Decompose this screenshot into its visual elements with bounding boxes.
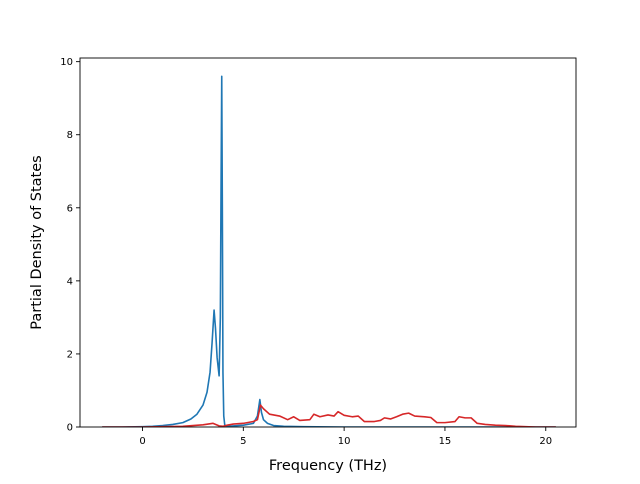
y-axis-title: Partial Density of States	[29, 155, 45, 329]
x-axis-ticks: 0 5 10 15 20	[139, 427, 552, 447]
series-line-2	[102, 404, 556, 427]
y-tick-label: 8	[67, 130, 73, 141]
y-tick-label: 2	[67, 349, 73, 360]
plot-frame	[79, 57, 577, 428]
x-tick-label: 10	[338, 436, 351, 447]
series-layer	[102, 75, 556, 427]
y-tick-label: 4	[67, 276, 73, 287]
y-tick-label: 10	[60, 57, 73, 68]
x-tick-label: 20	[539, 436, 552, 447]
y-tick-label: 6	[67, 203, 73, 214]
x-tick-label: 0	[139, 436, 145, 447]
series-line-1	[102, 75, 556, 427]
y-tick-label: 0	[67, 423, 73, 434]
x-tick-label: 5	[240, 436, 246, 447]
x-axis-title: Frequency (THz)	[269, 458, 387, 474]
y-axis-ticks: 0 2 4 6 8 10	[60, 57, 80, 434]
x-tick-label: 15	[439, 436, 452, 447]
